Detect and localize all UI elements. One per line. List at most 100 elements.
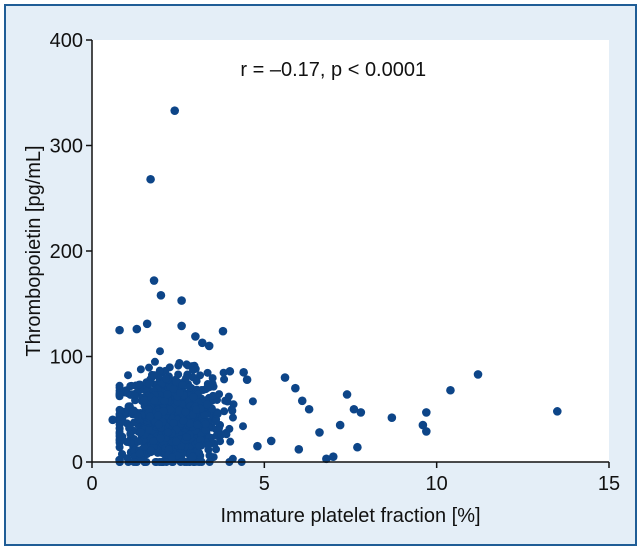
data-point — [349, 404, 359, 414]
data-point — [150, 357, 159, 366]
data-point — [167, 453, 176, 462]
data-point — [145, 379, 154, 388]
data-point — [204, 341, 214, 351]
data-point — [387, 413, 397, 422]
y-tick-label: 300 — [50, 136, 83, 158]
data-point — [219, 368, 228, 377]
data-point — [315, 428, 324, 437]
data-point — [182, 432, 191, 441]
data-point — [126, 382, 135, 391]
data-point — [115, 390, 124, 399]
data-point — [242, 375, 252, 385]
data-point — [192, 377, 201, 386]
data-point — [226, 437, 235, 446]
data-point — [220, 375, 229, 384]
data-point — [218, 326, 228, 336]
data-point — [170, 106, 180, 115]
data-point — [422, 408, 431, 417]
data-point — [115, 429, 124, 438]
data-point — [129, 406, 138, 415]
x-tick-label: 0 — [86, 473, 97, 495]
x-axis-ticks: 0 5 10 15 — [86, 462, 620, 495]
data-point — [322, 454, 331, 464]
data-point — [342, 390, 352, 399]
data-point — [163, 390, 172, 399]
data-point — [328, 452, 338, 462]
data-point — [304, 404, 314, 414]
data-point — [189, 393, 198, 402]
data-point — [135, 449, 144, 458]
data-point — [140, 442, 149, 451]
data-point — [123, 454, 132, 463]
y-tick-label: 200 — [50, 241, 83, 263]
data-point — [181, 408, 190, 417]
x-tick-label: 15 — [598, 473, 620, 495]
data-point — [193, 420, 202, 429]
data-point — [135, 380, 144, 389]
data-point — [175, 406, 184, 415]
data-point — [181, 374, 190, 383]
data-point — [553, 407, 562, 416]
data-point — [178, 380, 187, 389]
data-point — [294, 445, 304, 454]
data-point — [200, 410, 209, 419]
data-point — [115, 412, 124, 421]
x-tick-label: 5 — [259, 473, 270, 495]
data-point — [146, 446, 155, 455]
y-axis-title: Thrombopoietin [pg/mL] — [23, 145, 45, 356]
data-point — [291, 383, 300, 393]
data-point — [115, 455, 124, 465]
data-point — [153, 448, 162, 457]
data-point — [142, 319, 152, 329]
data-point — [146, 174, 155, 184]
data-point — [153, 411, 162, 420]
data-point — [159, 407, 168, 416]
data-point — [149, 371, 158, 380]
data-point — [188, 366, 197, 375]
data-point — [149, 276, 159, 285]
x-tick-label: 10 — [426, 473, 448, 495]
data-point — [169, 419, 178, 428]
data-point — [215, 390, 224, 399]
y-axis-ticks: 0 100 200 300 400 — [50, 30, 92, 474]
data-point — [191, 332, 200, 341]
data-point — [175, 359, 184, 368]
data-point — [134, 437, 143, 446]
data-points — [108, 106, 562, 466]
data-point — [125, 422, 134, 431]
data-point — [335, 420, 345, 430]
data-point — [161, 374, 170, 383]
data-point — [228, 406, 237, 415]
data-point — [225, 366, 235, 376]
data-point — [208, 374, 217, 383]
data-point — [172, 377, 181, 386]
data-point — [228, 413, 237, 422]
data-point — [197, 338, 207, 348]
data-point — [164, 428, 173, 437]
data-point — [174, 370, 183, 379]
data-point — [144, 363, 153, 372]
data-point — [280, 373, 290, 382]
data-point — [203, 400, 212, 409]
data-point — [353, 442, 362, 452]
data-point — [203, 383, 212, 392]
data-point — [203, 368, 212, 377]
data-point — [176, 388, 185, 397]
data-point — [166, 405, 175, 414]
data-point — [144, 426, 153, 435]
data-point — [208, 391, 217, 400]
data-point — [418, 420, 428, 430]
y-tick-label: 100 — [50, 347, 83, 369]
data-point — [192, 405, 201, 414]
data-point — [228, 454, 237, 463]
x-axis-title: Immature platelet fraction [%] — [220, 505, 480, 527]
data-point — [356, 408, 366, 417]
data-point — [115, 325, 124, 335]
data-point — [422, 427, 431, 436]
data-point — [155, 347, 164, 356]
data-point — [136, 365, 145, 374]
data-point — [185, 419, 194, 428]
y-tick-label: 0 — [72, 452, 83, 474]
data-point — [160, 397, 169, 406]
